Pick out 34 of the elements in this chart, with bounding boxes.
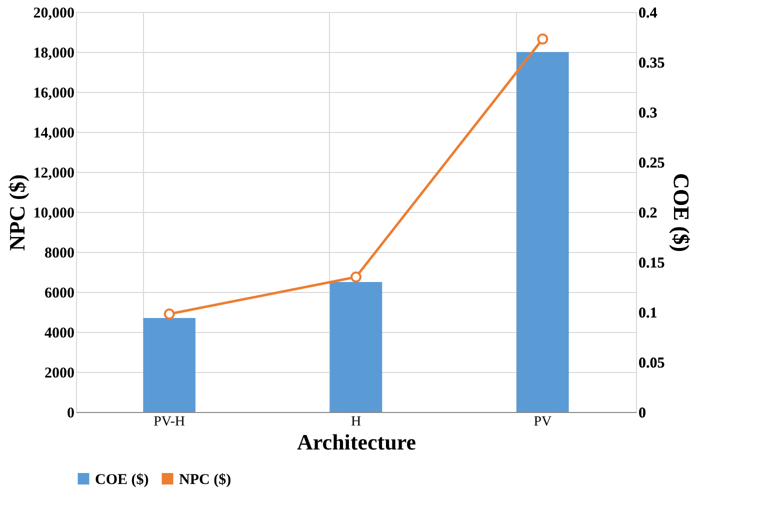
y-tick-label: 4000 bbox=[44, 326, 74, 342]
y2-tick-label: 0 bbox=[638, 406, 646, 422]
bar bbox=[330, 282, 382, 412]
y2-tick-label: 0.15 bbox=[638, 256, 665, 272]
y-tick-label: 18,000 bbox=[33, 46, 74, 62]
bar bbox=[516, 52, 569, 412]
x-tick-label: PV-H bbox=[154, 414, 186, 430]
y-tick-label: 14,000 bbox=[33, 126, 74, 142]
y-tick-label: 12,000 bbox=[33, 166, 74, 182]
x-tick-label: PV bbox=[534, 414, 552, 430]
y-tick-label: 6000 bbox=[44, 286, 74, 302]
y-tick-label: 10,000 bbox=[33, 206, 74, 222]
y2-tick-label: 0.1 bbox=[638, 306, 658, 322]
bar bbox=[143, 318, 196, 412]
y-tick-label: 20,000 bbox=[33, 6, 74, 22]
y2-tick-label: 0.35 bbox=[638, 56, 665, 72]
y-axis-title: NPC ($) bbox=[4, 174, 30, 251]
y2-tick-label: 0.05 bbox=[638, 356, 665, 372]
y2-tick-label: 0.2 bbox=[638, 206, 658, 222]
y2-tick-label: 0.4 bbox=[638, 6, 658, 22]
y2-axis-title: COE ($) bbox=[668, 173, 694, 252]
point bbox=[537, 34, 548, 44]
point bbox=[164, 308, 175, 320]
y-tick-label: 0 bbox=[67, 406, 74, 422]
y-tick-label: 16,000 bbox=[33, 86, 74, 102]
y-tick-label: 2000 bbox=[44, 366, 74, 382]
legend-label: NPC ($) bbox=[179, 472, 232, 488]
y2-tick-label: 0.3 bbox=[638, 106, 658, 122]
y-tick-label: 8000 bbox=[44, 246, 74, 262]
x-axis-title: Architecture bbox=[297, 430, 416, 454]
point bbox=[350, 272, 362, 282]
y2-tick-label: 0.25 bbox=[638, 156, 665, 172]
legend-label: COE ($) bbox=[95, 472, 149, 488]
x-tick-label: H bbox=[350, 414, 362, 430]
